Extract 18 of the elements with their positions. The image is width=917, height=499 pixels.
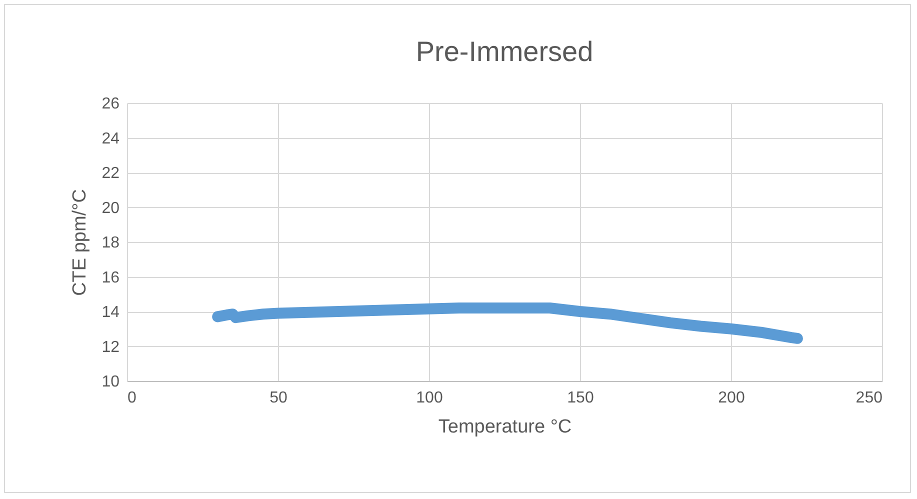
- y-tick-label: 16: [102, 269, 120, 286]
- y-tick-label: 12: [102, 338, 120, 356]
- y-axis-title: CTE ppm/°C: [70, 189, 91, 296]
- y-tick-label: 22: [102, 165, 120, 182]
- x-tick-label: 250: [856, 390, 883, 406]
- x-tick-label: 150: [567, 390, 594, 406]
- y-tick-label: 14: [102, 304, 120, 321]
- x-axis-title: Temperature °C: [438, 416, 572, 438]
- x-tick-label: 200: [718, 390, 745, 406]
- y-tick-label: 26: [102, 96, 120, 112]
- y-tick-label: 24: [102, 130, 120, 148]
- x-tick-label: 100: [416, 390, 443, 406]
- y-tick-label: 10: [102, 374, 120, 390]
- y-tick-label: 20: [102, 200, 120, 217]
- x-tick-label: 50: [270, 390, 288, 406]
- y-tick-label: 18: [102, 234, 120, 252]
- x-tick-label: 0: [128, 390, 136, 406]
- chart-title: Pre-Immersed: [416, 36, 594, 67]
